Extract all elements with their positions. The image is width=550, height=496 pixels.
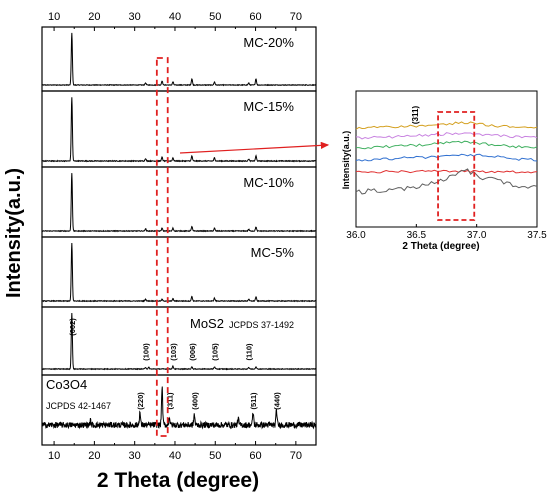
inset-zoom-chart: 36.0 36.5 37.0 37.5 [346,90,547,241]
xrd-pattern-line [41,312,317,371]
inset-annotation: (311) [411,106,420,125]
panel-frame [41,374,317,446]
inset-highlight-box [437,111,476,221]
panel-label: MC-10% [243,175,294,190]
x-tick-label-top: 60 [249,11,261,23]
panel-frame [41,306,317,376]
inset-x-tick-label: 36.5 [407,230,427,241]
x-tick-label-top: 30 [129,11,141,23]
peak-label: (100) [142,343,151,361]
inset-series-line [355,121,538,130]
inset-x-axis-label: 2 Theta (degree) [402,241,479,252]
x-tick-label-bottom: 60 [249,450,261,462]
peak-label: (440) [273,392,282,410]
x-tick-label-bottom: 40 [169,450,181,462]
xrd-pattern-line [41,32,317,87]
xrd-pattern-line [41,386,317,430]
zoom-arrow [179,141,330,154]
panel-label: MC-5% [251,245,295,260]
panel-label: MC-15% [243,99,294,114]
x-tick-label-bottom: 50 [209,450,221,462]
panel-label: MoS2 [190,316,224,331]
inset-series-line [355,132,538,140]
peak-label: (400) [190,392,199,410]
peak-label: (103) [169,343,178,361]
peak-label: (311) [165,392,174,410]
inset-series-line [355,153,538,162]
inset-x-tick-label: 37.5 [527,230,547,241]
x-tick-label-top: 70 [290,11,302,23]
inset-series-line [355,140,538,150]
peak-label: (110) [245,343,254,361]
panel-card-label: JCPDS 37-1492 [229,320,294,330]
inset-x-tick-label: 36.0 [346,230,366,241]
main-x-axis-label: 2 Theta (degree) [97,469,259,492]
x-tick-label-top: 10 [48,11,60,23]
peak-label: (002) [68,318,77,336]
peak-label: (220) [136,392,145,410]
peak-label: (006) [188,343,197,361]
xrd-pattern-line [41,97,317,163]
inset-series-line [355,168,538,195]
panel-label: Co3O4 [46,377,87,392]
x-tick-label-bottom: 70 [290,450,302,462]
x-tick-label-bottom: 10 [48,450,60,462]
main-xrd-chart: MC-20% MC-15% MC-10% MC-5% MoS2 JCPDS 37-1492… [41,11,317,462]
peak-label: (511) [249,392,258,410]
inset-x-tick-label: 37.0 [467,230,487,241]
main-y-axis-label: Intensity(a.u.) [3,168,25,298]
x-tick-label-bottom: 20 [88,450,100,462]
inset-y-axis-label: Intensity(a.u.) [341,131,351,190]
highlight-box [155,57,169,437]
inset-series-line [355,169,538,174]
x-tick-label-top: 40 [169,11,181,23]
inset-frame [355,90,538,228]
xrd-pattern-line [41,173,317,233]
peak-label: (105) [211,343,220,361]
x-tick-label-bottom: 30 [129,450,141,462]
xrd-pattern-line [41,243,317,303]
x-tick-label-top: 20 [88,11,100,23]
x-tick-label-top: 50 [209,11,221,23]
panel-label: MC-20% [243,35,294,50]
panel-card-label: JCPDS 42-1467 [46,401,111,411]
